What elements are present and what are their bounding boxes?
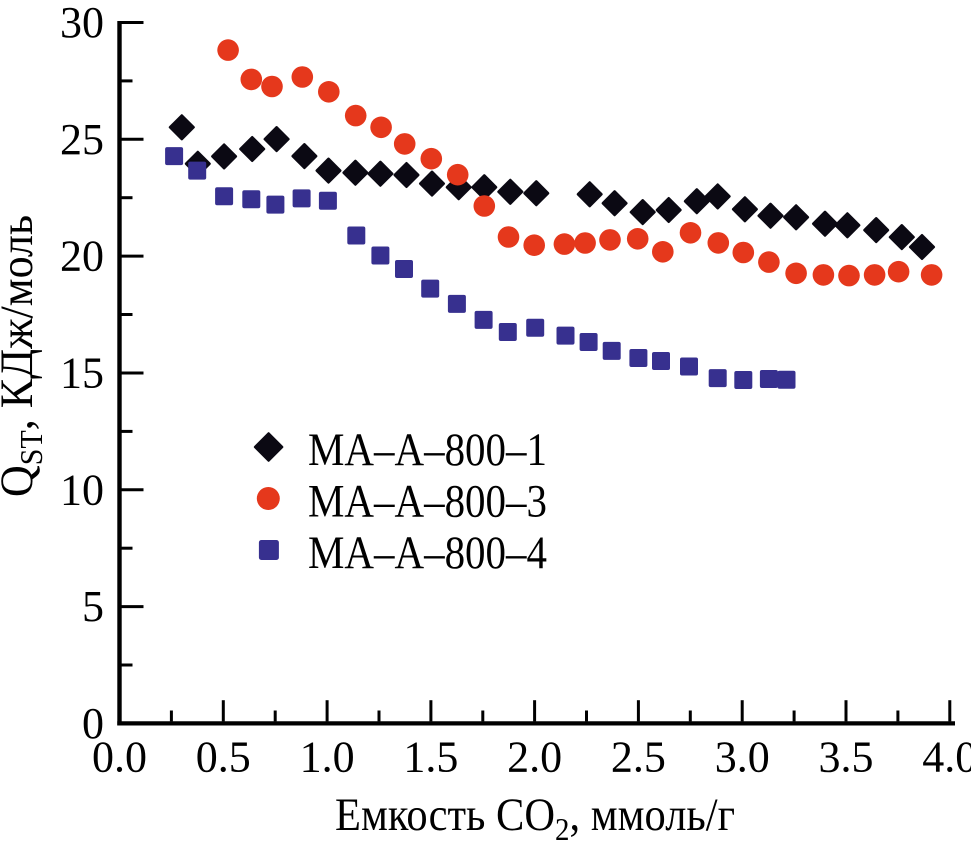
svg-text:20: 20 (60, 232, 104, 281)
svg-text:4.0: 4.0 (922, 733, 971, 782)
svg-text:3.5: 3.5 (819, 733, 874, 782)
svg-text:2.5: 2.5 (611, 733, 666, 782)
svg-text:MA–A–800–3: MA–A–800–3 (308, 476, 547, 528)
svg-text:10: 10 (60, 465, 104, 514)
svg-text:1.0: 1.0 (300, 733, 355, 782)
svg-text:2.0: 2.0 (507, 733, 562, 782)
svg-text:3.0: 3.0 (715, 733, 770, 782)
svg-text:0.0: 0.0 (92, 733, 147, 782)
svg-text:MA–A–800–4: MA–A–800–4 (308, 527, 547, 579)
svg-text:Емкость CO2, ммоль/г: Емкость CO2, ммоль/г (335, 789, 735, 843)
svg-text:15: 15 (60, 349, 104, 398)
svg-text:25: 25 (60, 115, 104, 164)
svg-text:1.5: 1.5 (403, 733, 458, 782)
svg-text:30: 30 (60, 0, 104, 47)
svg-text:MA–A–800–1: MA–A–800–1 (308, 424, 547, 476)
svg-text:5: 5 (82, 582, 104, 631)
svg-text:0: 0 (82, 699, 104, 748)
svg-text:0.5: 0.5 (196, 733, 251, 782)
